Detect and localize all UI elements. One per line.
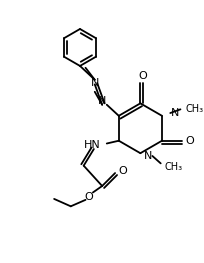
- Text: N: N: [98, 96, 106, 106]
- Text: HN: HN: [84, 140, 100, 150]
- Text: CH₃: CH₃: [186, 104, 204, 114]
- Text: N: N: [144, 151, 152, 161]
- Text: O: O: [185, 136, 194, 146]
- Text: N: N: [91, 78, 99, 88]
- Text: O: O: [139, 71, 147, 81]
- Text: O: O: [118, 166, 127, 176]
- Text: N: N: [171, 108, 179, 118]
- Text: O: O: [84, 192, 93, 202]
- Text: CH₃: CH₃: [164, 162, 183, 172]
